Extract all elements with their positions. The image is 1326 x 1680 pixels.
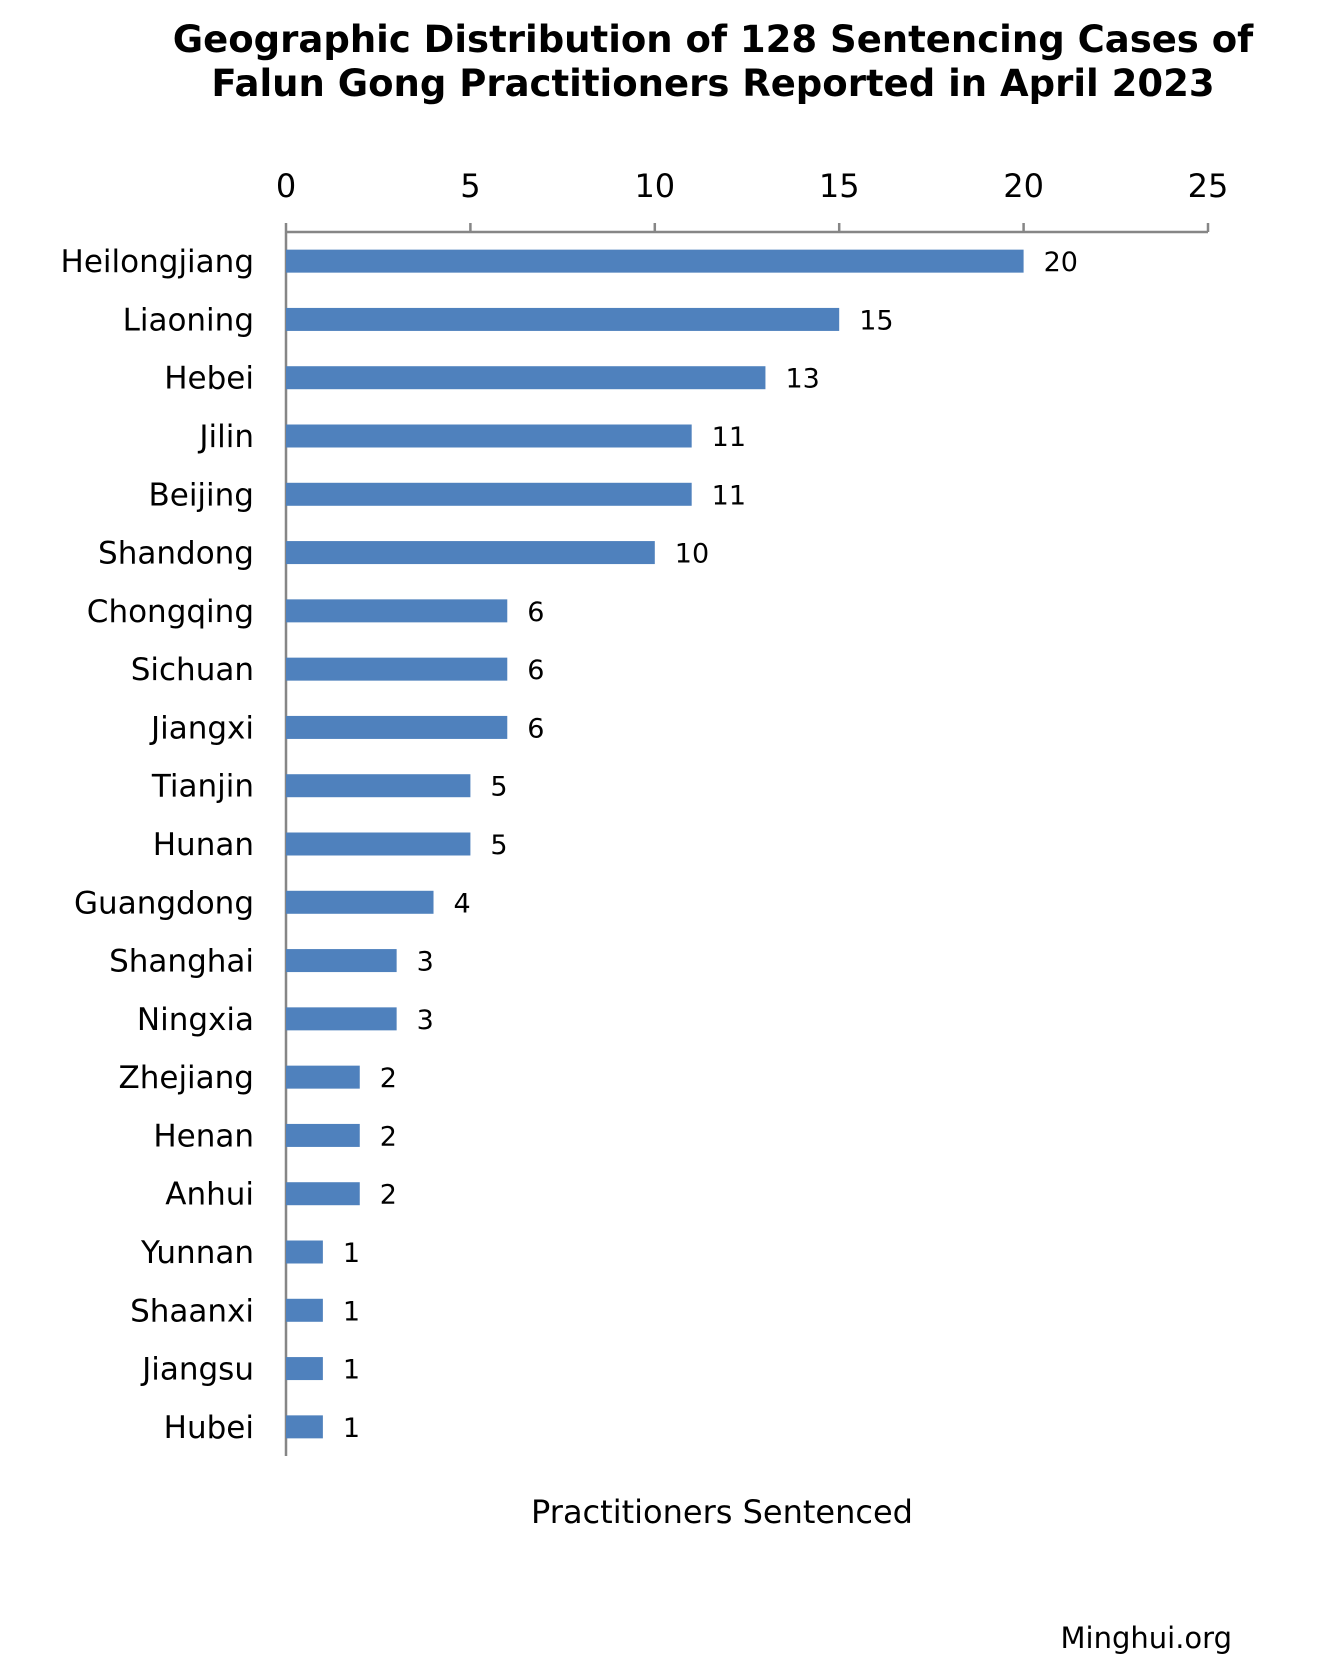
bar: [286, 249, 1024, 273]
category-label: Liaoning: [123, 302, 254, 338]
category-label: Hunan: [153, 827, 254, 863]
data-label: 3: [417, 1005, 434, 1036]
x-tick-label: 10: [634, 167, 675, 205]
bar: [286, 1415, 323, 1439]
category-label: Hubei: [164, 1410, 254, 1446]
data-label: 4: [454, 888, 471, 919]
category-label: Heilongjiang: [61, 244, 254, 280]
bar: [286, 890, 434, 914]
x-tick-label: 0: [276, 167, 296, 205]
category-label: Chongqing: [87, 594, 254, 630]
bar: [286, 1240, 323, 1264]
bar: [286, 715, 508, 739]
bar: [286, 1298, 323, 1322]
category-label: Guangdong: [74, 885, 254, 921]
category-label: Shaanxi: [130, 1293, 254, 1329]
category-label: Henan: [153, 1118, 254, 1154]
bar: [286, 366, 766, 390]
bar: [286, 832, 471, 856]
chart-title: Geographic Distribution of 128 Sentencin…: [100, 18, 1326, 106]
category-label: Beijing: [148, 477, 254, 513]
data-label: 1: [343, 1355, 360, 1386]
chart-title-line-2: Falun Gong Practitioners Reported in Apr…: [211, 62, 1215, 105]
x-tick-label: 15: [819, 167, 860, 205]
bar: [286, 1357, 323, 1381]
bar: [286, 307, 840, 331]
bar: [286, 774, 471, 798]
data-label: 2: [380, 1063, 397, 1094]
category-labels: Heilongjiang Liaoning Hebei Jilin Beijing Sha…: [61, 244, 254, 1446]
data-label: 6: [527, 713, 544, 744]
category-label: Sichuan: [131, 652, 254, 688]
data-label: 6: [527, 597, 544, 628]
data-label: 1: [343, 1296, 360, 1327]
bars: [286, 249, 1024, 1439]
category-label: Ningxia: [137, 1002, 254, 1038]
category-label: Shanghai: [109, 944, 254, 980]
data-label: 10: [675, 539, 709, 570]
chart-title-line-1: Geographic Distribution of 128 Sentencin…: [172, 18, 1254, 61]
data-label: 15: [859, 305, 893, 336]
bar: [286, 482, 692, 506]
category-label: Tianjin: [151, 769, 254, 805]
data-label: 1: [343, 1238, 360, 1269]
data-label: 6: [527, 655, 544, 686]
data-label: 11: [712, 480, 746, 511]
x-tick-label: 5: [460, 167, 480, 205]
x-tick-label: 25: [1188, 167, 1229, 205]
data-label: 13: [785, 364, 819, 395]
x-tick-label: 20: [1003, 167, 1044, 205]
bar: [286, 657, 508, 681]
bar: [286, 424, 692, 448]
data-label: 1: [343, 1413, 360, 1444]
data-label: 5: [490, 772, 507, 803]
category-label: Jilin: [197, 419, 254, 455]
source-credit: Minghui.org: [1061, 1621, 1232, 1655]
bar: [286, 1182, 360, 1206]
data-label: 5: [490, 830, 507, 861]
data-label: 20: [1044, 247, 1078, 278]
category-label: Shandong: [98, 536, 254, 572]
bar: [286, 1123, 360, 1147]
category-label: Jiangxi: [149, 710, 254, 746]
data-label: 11: [712, 422, 746, 453]
data-label: 2: [380, 1180, 397, 1211]
x-axis-title: Practitioners Sentenced: [531, 1493, 913, 1531]
x-axis: 0 5 10 15 20 25: [276, 167, 1229, 1456]
category-label: Hebei: [164, 361, 254, 397]
category-label: Jiangsu: [140, 1352, 254, 1388]
data-label: 2: [380, 1121, 397, 1152]
category-label: Anhui: [165, 1177, 254, 1213]
bar: [286, 1007, 397, 1031]
bar: [286, 1065, 360, 1089]
bar: [286, 949, 397, 973]
category-label: Zhejiang: [118, 1060, 254, 1096]
category-label: Yunnan: [140, 1235, 254, 1271]
bar: [286, 541, 655, 565]
bar: [286, 599, 508, 623]
data-label: 3: [417, 947, 434, 978]
